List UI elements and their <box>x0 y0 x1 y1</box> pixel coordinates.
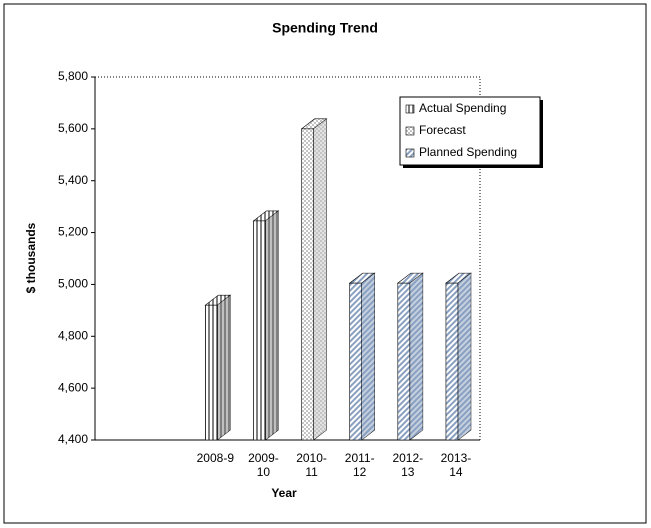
x-tick-label: 2009-10 <box>248 451 279 479</box>
legend-swatch <box>405 104 415 114</box>
y-tick-label: 4,400 <box>58 432 88 446</box>
bar-side-texture <box>313 118 327 440</box>
y-tick-label: 5,400 <box>58 173 88 187</box>
x-tick-label: 2008-9 <box>196 451 234 465</box>
legend-label: Planned Spending <box>419 145 517 159</box>
x-tick-label: 2011-12 <box>344 451 375 479</box>
legend-label: Actual Spending <box>419 101 506 115</box>
bar-side-texture <box>265 210 279 440</box>
y-tick-label: 5,200 <box>58 225 88 239</box>
bar-front <box>205 304 218 441</box>
plot-frame <box>95 76 481 440</box>
bar <box>348 272 376 441</box>
chart-title: Spending Trend <box>272 20 378 36</box>
x-tick-label: 2012-13 <box>392 451 424 479</box>
bar <box>445 272 472 441</box>
legend <box>399 96 541 166</box>
bar-front <box>397 282 411 441</box>
x-tick-label: 2010-11 <box>296 451 327 479</box>
legend-swatch <box>405 126 415 136</box>
y-tick-label: 5,800 <box>58 69 88 83</box>
bar <box>300 118 328 441</box>
bar-front <box>349 282 362 441</box>
bar-side-texture <box>409 273 423 440</box>
legend-swatch <box>405 148 415 158</box>
bar <box>396 272 424 441</box>
bar-side-texture <box>361 273 375 440</box>
bar <box>252 210 280 441</box>
x-axis-label: Year <box>271 486 297 500</box>
y-tick-label: 4,800 <box>58 328 88 342</box>
y-tick-label: 5,600 <box>58 121 88 135</box>
y-axis-label: $ thousands <box>24 222 38 293</box>
bar-front <box>445 282 459 441</box>
y-tick-label: 5,000 <box>58 277 88 291</box>
bar <box>204 294 232 441</box>
bar-side-texture <box>457 273 471 440</box>
bar-front <box>301 128 314 441</box>
x-tick-label: 2013-14 <box>440 451 472 479</box>
bar-side-texture <box>217 295 231 440</box>
bar-front <box>253 220 266 441</box>
legend-label: Forecast <box>419 123 466 137</box>
y-tick-label: 4,600 <box>58 380 88 394</box>
